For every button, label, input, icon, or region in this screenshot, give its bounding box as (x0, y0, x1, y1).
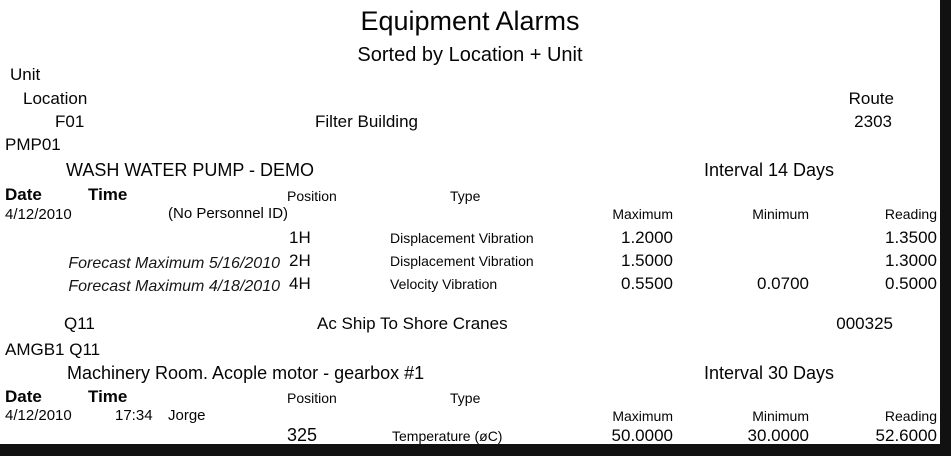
col-reading: Reading (884, 206, 937, 222)
type-value: Velocity Vibration (390, 276, 498, 292)
position-value: 4H (289, 274, 311, 293)
page-subtitle: Sorted by Location + Unit (357, 44, 583, 66)
col-reading: Reading (884, 408, 937, 424)
col-type: Type (450, 390, 481, 406)
page-edge-right (940, 0, 951, 456)
location-label: Location (23, 89, 88, 108)
route-value: 2303 (854, 112, 892, 131)
col-minimum: Minimum (752, 206, 809, 222)
unit-id: AMGB1 Q11 (5, 340, 101, 359)
personnel-id: (No Personnel ID) (168, 205, 289, 222)
col-time: Time (88, 387, 128, 406)
minimum-value: 0.0700 (757, 274, 809, 293)
type-value: Temperature (øC) (392, 428, 503, 444)
location-name: Ac Ship To Shore Cranes (317, 314, 508, 333)
unit-label: Unit (10, 65, 41, 84)
page-edge-bottom (0, 444, 951, 456)
unit-description: WASH WATER PUMP - DEMO (66, 160, 315, 180)
col-position: Position (287, 188, 337, 204)
maximum-value: 1.5000 (621, 251, 673, 270)
col-date: Date (5, 185, 42, 204)
reading-value: 52.6000 (875, 426, 937, 445)
maximum-value: 50.0000 (611, 426, 673, 445)
route-value: 000325 (836, 314, 893, 333)
personnel-id: Jorge (168, 407, 206, 424)
maximum-value: 0.5500 (621, 274, 673, 293)
col-maximum: Maximum (612, 206, 673, 222)
type-value: Displacement Vibration (390, 253, 534, 269)
forecast-note: Forecast Maximum 5/16/2010 (68, 255, 280, 272)
col-date: Date (5, 387, 42, 406)
position-value: 1H (289, 228, 311, 247)
position-value: 325 (287, 425, 318, 445)
col-position: Position (287, 390, 337, 406)
forecast-note: Forecast Maximum 4/18/2010 (68, 278, 280, 295)
minimum-value: 30.0000 (747, 426, 809, 445)
route-label: Route (848, 89, 894, 108)
reading-value: 1.3500 (885, 228, 937, 247)
reading-value: 1.3000 (885, 251, 937, 270)
type-value: Displacement Vibration (390, 230, 534, 246)
unit-id: PMP01 (5, 135, 61, 154)
col-maximum: Maximum (612, 408, 673, 424)
reading-time: 17:34 (115, 407, 153, 424)
reading-date: 4/12/2010 (5, 206, 72, 223)
location-code: Q11 (64, 314, 95, 333)
interval-label: Interval 30 Days (704, 363, 835, 383)
location-code: F01 (55, 112, 85, 131)
col-time: Time (88, 185, 128, 204)
interval-label: Interval 14 Days (704, 160, 835, 180)
maximum-value: 1.2000 (621, 228, 673, 247)
col-minimum: Minimum (752, 408, 809, 424)
reading-date: 4/12/2010 (5, 407, 72, 424)
page-title: Equipment Alarms (360, 6, 580, 36)
unit-description: Machinery Room. Acople motor - gearbox #… (67, 363, 425, 383)
location-name: Filter Building (315, 112, 418, 131)
reading-value: 0.5000 (885, 274, 937, 293)
col-type: Type (450, 188, 481, 204)
position-value: 2H (289, 251, 311, 270)
